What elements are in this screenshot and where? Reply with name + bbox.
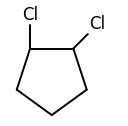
Text: Cl: Cl: [22, 6, 38, 24]
Text: Cl: Cl: [89, 15, 105, 33]
